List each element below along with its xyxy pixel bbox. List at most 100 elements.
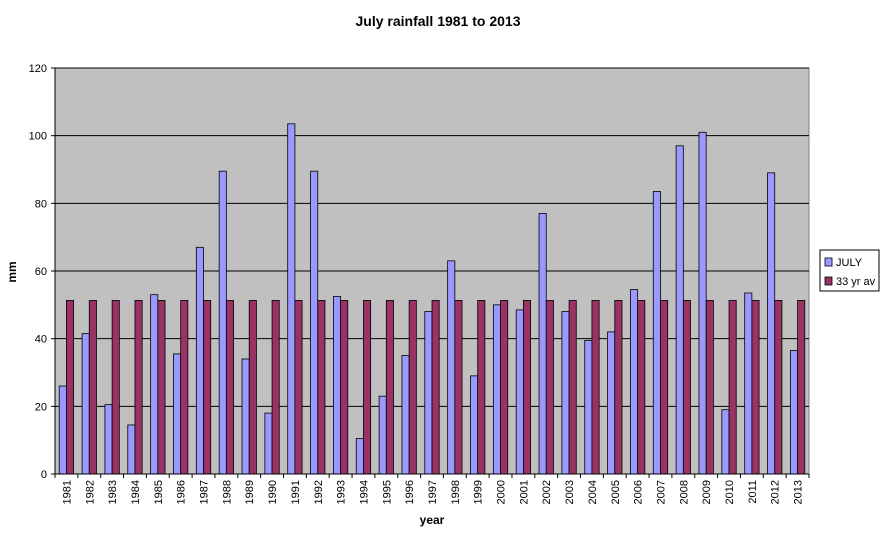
bar-average-1993	[340, 300, 349, 475]
bar-july-2011	[744, 292, 753, 475]
bar-average-2008	[682, 300, 691, 475]
x-tick-label: 2005	[610, 480, 622, 504]
x-tick-label: 1984	[130, 480, 142, 504]
bar-average-1992	[317, 300, 326, 475]
bar-average-1995	[385, 300, 394, 475]
bar-average-1981	[66, 300, 75, 475]
bar-july-2003	[561, 311, 570, 475]
bar-average-1983	[111, 300, 120, 475]
bar-average-1982	[88, 300, 97, 475]
x-tick-label: 1998	[450, 480, 462, 504]
bar-july-1982	[81, 333, 90, 475]
bar-average-1990	[271, 300, 280, 475]
legend: JULY 33 yr av	[819, 249, 880, 292]
bar-july-1988	[218, 170, 227, 475]
bar-july-1989	[241, 358, 250, 475]
bar-average-2003	[568, 300, 577, 475]
x-tick-label: 1983	[107, 480, 119, 504]
y-axis-ticks: 0 20 40 60 80 100 120	[29, 63, 55, 481]
legend-label: 33 yr av	[836, 276, 876, 288]
x-tick-label: 1987	[199, 480, 211, 504]
bar-july-2010	[721, 409, 730, 475]
y-tick-label: 40	[35, 334, 47, 346]
plot-area	[54, 67, 810, 475]
y-tick-label: 100	[29, 131, 47, 143]
bar-average-2012	[774, 300, 783, 475]
bar-average-1985	[157, 300, 166, 475]
bar-average-1998	[454, 300, 463, 475]
bar-july-1991	[287, 123, 296, 475]
bar-average-1984	[134, 300, 143, 475]
bar-average-1988	[225, 300, 234, 475]
x-tick-label: 2001	[518, 480, 530, 504]
x-tick-label: 1981	[61, 480, 73, 504]
bar-july-2008	[675, 145, 684, 475]
bar-july-2012	[767, 172, 776, 475]
x-tick-label: 1991	[290, 480, 302, 504]
legend-swatch	[824, 257, 833, 267]
bar-average-2001	[522, 300, 531, 475]
y-tick-label: 0	[41, 469, 47, 481]
x-tick-label: 2009	[701, 480, 713, 504]
x-tick-label: 1995	[381, 480, 393, 504]
x-tick-label: 2013	[793, 480, 805, 504]
x-tick-label: 2000	[496, 480, 508, 504]
y-axis-label: mm	[5, 261, 19, 282]
bar-average-1991	[294, 300, 303, 475]
bar-july-2001	[515, 309, 524, 475]
bar-july-2009	[698, 131, 707, 475]
bar-average-2011	[751, 300, 760, 475]
x-tick-label: 2006	[633, 480, 645, 504]
bar-july-1997	[424, 311, 433, 475]
x-tick-label: 2012	[770, 480, 782, 504]
x-tick-label: 1986	[176, 480, 188, 504]
x-tick-label: 2007	[655, 480, 667, 504]
x-tick-label: 1992	[313, 480, 325, 504]
x-tick-label: 1993	[336, 480, 348, 504]
x-tick-label: 1996	[404, 480, 416, 504]
bar-july-2007	[652, 191, 661, 475]
bar-average-2013	[797, 300, 806, 475]
bar-average-2006	[637, 300, 646, 475]
x-tick-label: 1989	[244, 480, 256, 504]
bar-average-1986	[180, 300, 189, 475]
bar-average-2009	[705, 300, 714, 475]
bar-july-1985	[150, 294, 159, 475]
bar-july-1999	[470, 375, 479, 475]
x-tick-label: 2003	[564, 480, 576, 504]
bar-july-1984	[127, 424, 136, 475]
x-tick-label: 2002	[541, 480, 553, 504]
bar-average-1994	[363, 300, 372, 475]
bar-july-1993	[333, 295, 342, 475]
x-axis-ticks: 1981 1982 1983 1984 1985 1986 1987 1988 1989 1990…	[54, 474, 810, 504]
bar-average-2005	[614, 300, 623, 475]
bar-average-2002	[545, 300, 554, 475]
bar-july-1998	[447, 260, 456, 475]
x-tick-label: 1982	[84, 480, 96, 504]
bar-july-2004	[584, 339, 593, 475]
x-tick-label: 2008	[678, 480, 690, 504]
bar-july-1996	[401, 355, 410, 475]
bar-average-2000	[500, 300, 509, 475]
bar-july-2000	[492, 304, 501, 475]
bar-july-2006	[630, 289, 639, 475]
x-tick-label: 1994	[358, 480, 370, 504]
x-tick-label: 1999	[473, 480, 485, 504]
bar-july-1983	[104, 404, 113, 475]
bar-average-1987	[203, 300, 212, 475]
bar-average-1996	[408, 300, 417, 475]
x-tick-label: 2004	[587, 480, 599, 504]
bar-july-1995	[378, 395, 387, 475]
bar-july-1987	[195, 246, 204, 475]
x-tick-label: 1988	[221, 480, 233, 504]
y-tick-label: 20	[35, 401, 47, 413]
x-tick-label: 2011	[747, 480, 759, 504]
y-tick-label: 60	[35, 266, 47, 278]
bar-july-1981	[58, 385, 67, 475]
bar-average-1999	[477, 300, 486, 475]
y-tick-label: 120	[29, 63, 47, 75]
chart-title: July rainfall 1981 to 2013	[356, 13, 521, 29]
bar-july-1992	[310, 170, 319, 475]
legend-swatch	[824, 276, 833, 286]
